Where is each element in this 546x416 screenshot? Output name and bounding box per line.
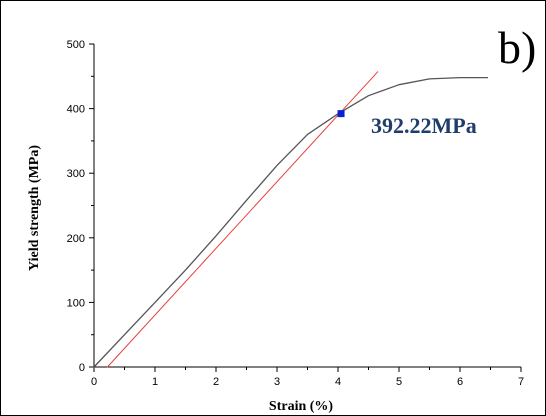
y-tick-label: 200 [67, 233, 85, 245]
yield-point-marker [337, 110, 345, 118]
y-tick-label: 100 [67, 297, 85, 309]
x-axis-title: Strain (%) [269, 399, 334, 414]
y-tick-label: 300 [67, 168, 85, 180]
offset-line [106, 71, 379, 368]
ticks: 0 1 2 3 4 5 6 7 0 100 200 300 400 500 [67, 39, 524, 388]
annotation-label: 392.22MPa [371, 113, 477, 138]
x-tick-label: 1 [152, 376, 158, 388]
x-tick-label: 4 [335, 376, 341, 388]
x-tick-label: 2 [213, 376, 219, 388]
y-axis-title: Yield strength (MPa) [27, 145, 42, 271]
panel-label: b) [498, 22, 536, 73]
y-tick-label: 400 [67, 104, 85, 116]
x-tick-label: 0 [91, 376, 97, 388]
y-tick-label: 500 [67, 39, 85, 51]
x-tick-label: 5 [396, 376, 402, 388]
x-tick-label: 6 [457, 376, 463, 388]
x-tick-label: 3 [274, 376, 280, 388]
x-tick-label: 7 [518, 376, 524, 388]
y-tick-label: 0 [79, 362, 85, 374]
stress-strain-curve [93, 76, 489, 368]
series [93, 71, 489, 368]
axes [93, 44, 521, 368]
